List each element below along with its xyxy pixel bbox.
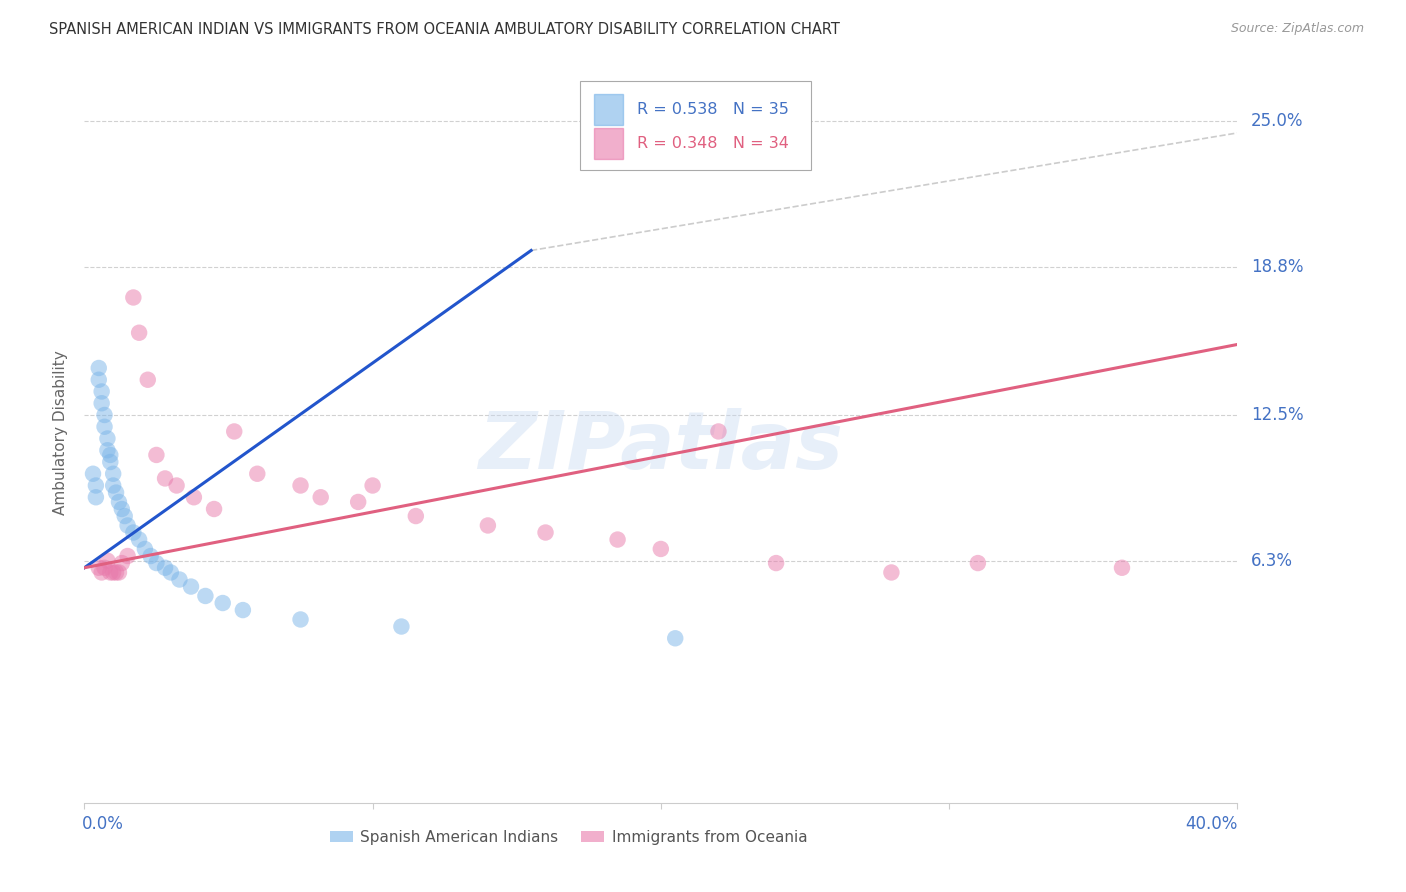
Point (765, 556, 787, 570)
Point (93, 408, 115, 422)
Point (98, 455, 121, 469)
Point (105, 566, 128, 580)
Point (202, 502, 225, 516)
Point (93, 561, 115, 575)
Point (114, 509, 136, 524)
Point (93, 419, 115, 434)
Text: R = 0.348   N = 34: R = 0.348 N = 34 (637, 136, 789, 152)
Point (180, 580, 202, 594)
Text: 12.5%: 12.5% (1251, 406, 1303, 424)
Point (105, 485, 128, 500)
Text: ZIPatlas: ZIPatlas (478, 409, 844, 486)
Point (128, 533, 150, 547)
FancyBboxPatch shape (581, 81, 811, 169)
Y-axis label: Ambulatory Disability: Ambulatory Disability (53, 351, 69, 515)
Point (183, 490, 205, 504)
Point (650, 541, 672, 556)
Point (103, 467, 124, 481)
Point (232, 603, 254, 617)
Point (128, 326, 150, 340)
Point (87, 361, 110, 376)
Point (84, 490, 107, 504)
Point (145, 448, 167, 462)
Point (160, 566, 183, 580)
Point (664, 632, 686, 646)
Point (967, 556, 990, 570)
Legend: Spanish American Indians, Immigrants from Oceania: Spanish American Indians, Immigrants fro… (323, 823, 814, 851)
Point (361, 478, 384, 492)
Point (153, 561, 176, 575)
Point (117, 549, 139, 563)
Point (309, 490, 332, 504)
Point (477, 518, 499, 533)
Point (122, 290, 145, 304)
Point (82, 467, 104, 481)
Text: R = 0.538   N = 35: R = 0.538 N = 35 (637, 102, 789, 117)
Text: 6.3%: 6.3% (1251, 552, 1294, 570)
Point (534, 525, 557, 540)
Point (117, 518, 139, 533)
Point (169, 573, 191, 587)
Point (606, 533, 628, 547)
Point (87, 561, 110, 575)
Point (211, 596, 233, 610)
Text: SPANISH AMERICAN INDIAN VS IMMIGRANTS FROM OCEANIA AMBULATORY DISABILITY CORRELA: SPANISH AMERICAN INDIAN VS IMMIGRANTS FR… (49, 22, 841, 37)
Point (90, 566, 112, 580)
Point (246, 467, 269, 481)
Point (90, 396, 112, 410)
Point (103, 566, 124, 580)
Text: 18.8%: 18.8% (1251, 258, 1303, 276)
Point (707, 425, 730, 439)
Text: 25.0%: 25.0% (1251, 112, 1303, 130)
Point (87, 373, 110, 387)
Point (290, 612, 312, 626)
Point (136, 373, 159, 387)
Point (880, 566, 903, 580)
Point (96, 432, 118, 446)
Text: 0.0%: 0.0% (82, 814, 124, 832)
Point (96, 443, 118, 458)
Point (139, 549, 162, 563)
Point (111, 556, 134, 570)
Point (391, 619, 413, 633)
Point (405, 509, 427, 524)
Text: 40.0%: 40.0% (1185, 814, 1237, 832)
Point (1111, 561, 1133, 575)
Point (166, 478, 188, 492)
Point (224, 425, 246, 439)
Point (122, 525, 145, 540)
Point (84, 478, 107, 492)
Point (90, 384, 112, 399)
Text: Source: ZipAtlas.com: Source: ZipAtlas.com (1230, 22, 1364, 36)
Point (108, 566, 131, 580)
Point (103, 478, 124, 492)
Bar (593, 128, 623, 160)
Point (134, 541, 156, 556)
Point (111, 502, 134, 516)
Point (194, 589, 217, 603)
Point (108, 495, 131, 509)
Point (347, 495, 370, 509)
Point (153, 471, 176, 485)
Point (96, 554, 118, 568)
Point (290, 478, 312, 492)
Bar (593, 94, 623, 125)
Point (98, 448, 121, 462)
Point (145, 556, 167, 570)
Point (98, 566, 121, 580)
